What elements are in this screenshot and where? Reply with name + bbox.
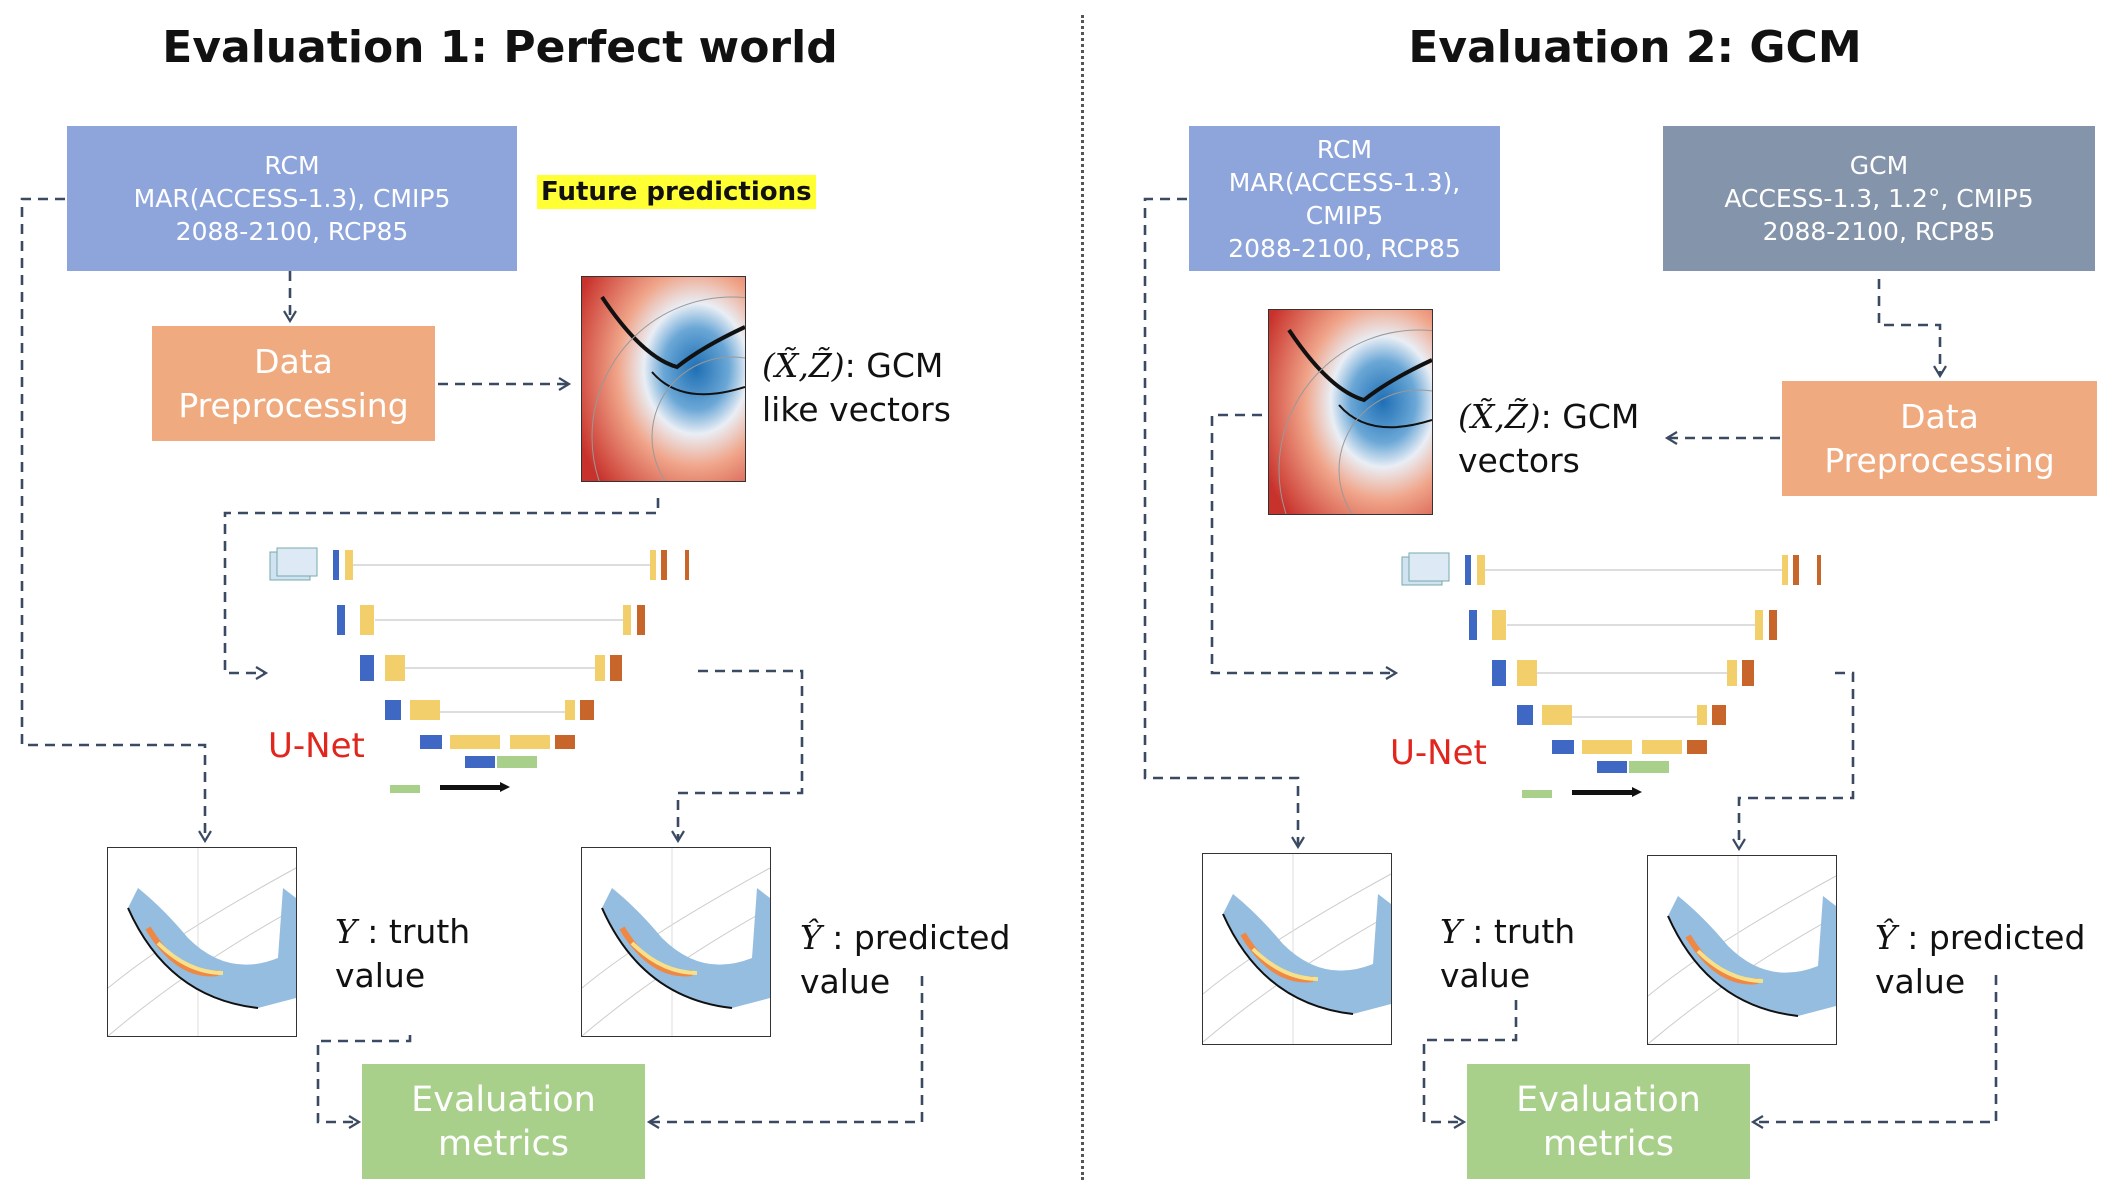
right-truth-map-image xyxy=(1202,853,1392,1045)
right-pred-line2: value xyxy=(1875,962,1966,1001)
left-truth-label: Y : truth value xyxy=(335,910,470,998)
right-rcm-line2: MAR(ACCESS-1.3), xyxy=(1228,167,1461,197)
left-truth-map-image xyxy=(107,847,297,1037)
left-unet-label: U-Net xyxy=(268,726,365,766)
right-gcm-line1: GCM xyxy=(1849,151,1909,180)
left-rcm-line1: RCM xyxy=(264,151,320,180)
right-preprocessing-box: Data Preprocessing xyxy=(1782,381,2097,496)
left-pred-suffix: : predicted xyxy=(821,918,1011,957)
left-metrics-line2: metrics xyxy=(438,1123,569,1164)
left-preprocessing-box: Data Preprocessing xyxy=(152,326,435,441)
right-metrics-line1: Evaluation xyxy=(1516,1079,1701,1120)
left-metrics-line1: Evaluation xyxy=(411,1079,596,1120)
right-prep-line1: Data xyxy=(1900,396,1979,436)
right-truth-line2: value xyxy=(1440,956,1531,995)
left-truth-suffix: : truth xyxy=(356,912,471,951)
right-title: Evaluation 2: GCM xyxy=(1408,22,1862,73)
left-pred-label: Ŷ : predicted value xyxy=(800,916,1010,1004)
right-pred-symbol: Ŷ xyxy=(1875,918,1897,957)
left-vectors-suffix: : GCM xyxy=(844,346,944,385)
left-prep-line1: Data xyxy=(254,341,333,381)
arrow-left-rcm-to-truth xyxy=(20,197,212,844)
right-metrics-box: Evaluation metrics xyxy=(1467,1064,1750,1179)
right-prep-line2: Preprocessing xyxy=(1824,440,2055,480)
right-pred-label: Ŷ : predicted value xyxy=(1875,916,2085,1004)
right-gcm-line2: ACCESS-1.3, 1.2°, CMIP5 xyxy=(1724,184,2034,213)
right-unet-diagram xyxy=(1397,545,1832,815)
right-metrics-line2: metrics xyxy=(1543,1123,1674,1164)
left-vectors-line2: like vectors xyxy=(762,390,951,429)
right-vectors-line2: vectors xyxy=(1458,441,1580,480)
left-rcm-box: RCM MAR(ACCESS-1.3), CMIP5 2088-2100, RC… xyxy=(67,126,517,271)
left-pred-line2: value xyxy=(800,962,891,1001)
right-predicted-map-image xyxy=(1647,855,1837,1045)
left-gcm-map-image xyxy=(581,276,746,482)
right-truth-symbol: Y xyxy=(1440,912,1462,951)
right-gcm-map-image xyxy=(1268,309,1433,515)
left-rcm-line2: MAR(ACCESS-1.3), CMIP5 xyxy=(133,184,451,213)
right-truth-suffix: : truth xyxy=(1461,912,1576,951)
arrow-right-rcm-to-truth xyxy=(1143,197,1305,850)
left-title: Evaluation 1: Perfect world xyxy=(162,22,838,73)
right-unet-label: U-Net xyxy=(1390,733,1487,773)
left-metrics-box: Evaluation metrics xyxy=(362,1064,645,1179)
left-rcm-line3: 2088-2100, RCP85 xyxy=(175,217,409,246)
left-pred-symbol: Ŷ xyxy=(800,918,822,957)
panel-divider xyxy=(1081,15,1084,1180)
left-vectors-math: (X̃,Z̃) xyxy=(762,346,845,385)
right-gcm-box: GCM ACCESS-1.3, 1.2°, CMIP5 2088-2100, R… xyxy=(1663,126,2095,271)
right-rcm-line3: CMIP5 xyxy=(1305,200,1384,230)
arrow-right-gcm-to-prep xyxy=(1877,279,1947,379)
left-vectors-label: (X̃,Z̃): GCM like vectors xyxy=(762,344,951,432)
left-truth-symbol: Y xyxy=(335,912,357,951)
left-truth-line2: value xyxy=(335,956,426,995)
left-unet-diagram xyxy=(265,540,700,810)
right-rcm-line4: 2088-2100, RCP85 xyxy=(1228,233,1461,263)
future-predictions-label: Future predictions xyxy=(537,175,816,209)
left-predicted-map-image xyxy=(581,847,771,1037)
left-prep-line2: Preprocessing xyxy=(178,385,409,425)
right-truth-label: Y : truth value xyxy=(1440,910,1575,998)
right-rcm-box: RCM MAR(ACCESS-1.3), CMIP5 2088-2100, RC… xyxy=(1189,126,1500,271)
right-vectors-suffix: : GCM xyxy=(1540,397,1640,436)
right-gcm-line3: 2088-2100, RCP85 xyxy=(1762,217,1996,246)
right-vectors-label: (X̃,Z̃): GCM vectors xyxy=(1458,395,1639,483)
right-vectors-math: (X̃,Z̃) xyxy=(1458,397,1541,436)
right-pred-suffix: : predicted xyxy=(1896,918,2086,957)
right-rcm-line1: RCM xyxy=(1316,134,1373,164)
